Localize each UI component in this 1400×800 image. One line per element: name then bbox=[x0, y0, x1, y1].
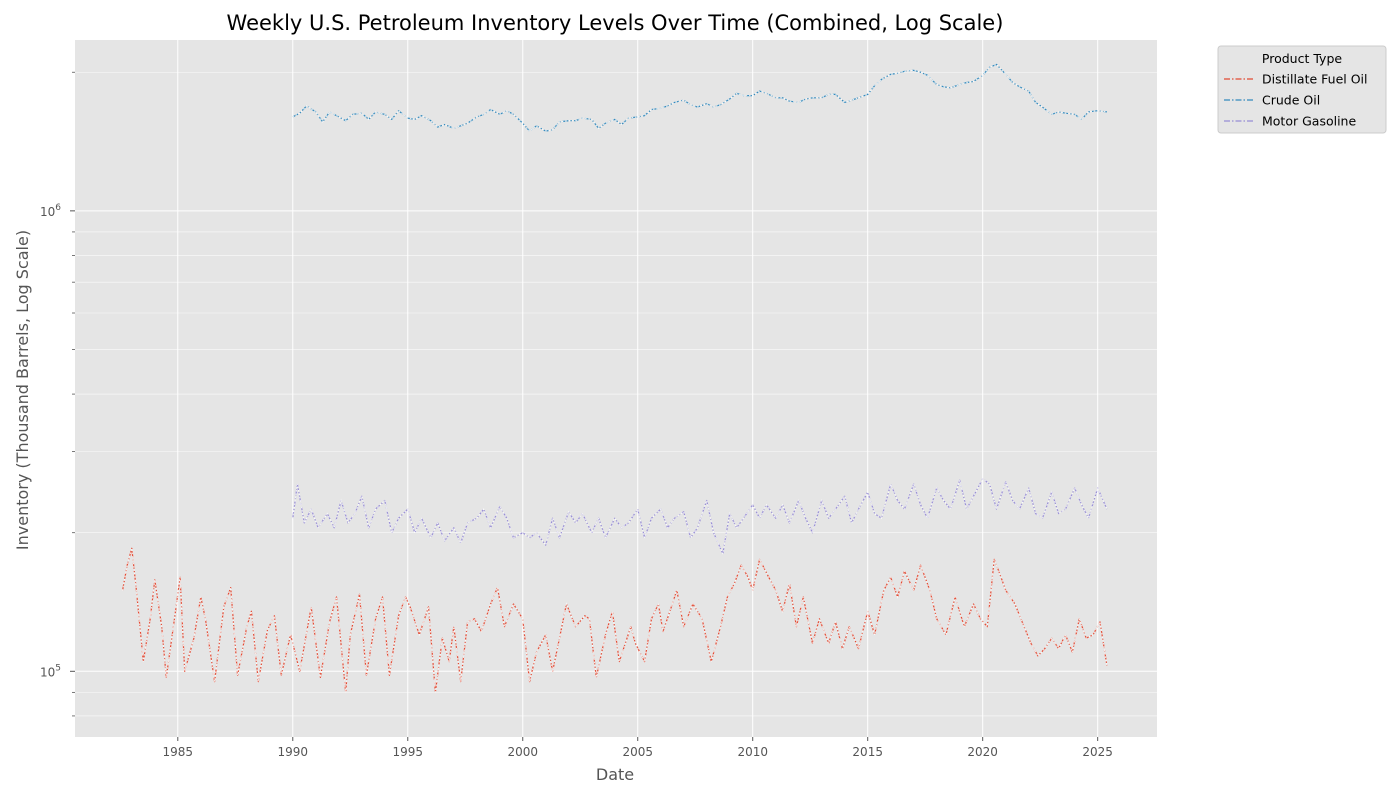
x-tick-label: 1990 bbox=[278, 745, 309, 759]
x-tick-label: 2025 bbox=[1082, 745, 1113, 759]
x-tick-label: 2020 bbox=[967, 745, 998, 759]
legend-title: Product Type bbox=[1262, 51, 1342, 66]
x-tick-label: 2010 bbox=[737, 745, 768, 759]
y-tick-label: 106 bbox=[40, 203, 61, 219]
series-markers-motor-gasoline bbox=[292, 477, 1108, 556]
series-markers-crude-oil bbox=[292, 63, 1108, 132]
grid-lines bbox=[75, 40, 1157, 737]
chart-title: Weekly U.S. Petroleum Inventory Levels O… bbox=[227, 11, 1004, 35]
plot-area bbox=[75, 40, 1157, 737]
y-tick-label: 105 bbox=[40, 663, 61, 679]
series-lines bbox=[122, 63, 1108, 694]
legend-entry-label: Motor Gasoline bbox=[1262, 114, 1356, 129]
legend: Product Type Distillate Fuel Oil Crude Oi… bbox=[1217, 45, 1387, 134]
legend-entry-label: Distillate Fuel Oil bbox=[1262, 72, 1368, 87]
x-tick-label: 2015 bbox=[852, 745, 883, 759]
y-axis-label: Inventory (Thousand Barrels, Log Scale) bbox=[13, 230, 32, 550]
x-tick-label: 2000 bbox=[507, 745, 538, 759]
x-axis-label: Date bbox=[596, 765, 634, 784]
x-tick-label: 2005 bbox=[622, 745, 653, 759]
series-markers-distillate-fuel-oil bbox=[122, 548, 1108, 693]
x-axis-ticks: 1985 1990 1995 2000 2005 2010 2015 2020 2025 bbox=[163, 737, 1113, 759]
legend-entries: Distillate Fuel Oil Crude Oil Motor Gasoli… bbox=[1224, 72, 1368, 129]
x-tick-label: 1985 bbox=[163, 745, 194, 759]
y-axis-ticks: 105 106 bbox=[40, 71, 75, 717]
legend-entry-label: Crude Oil bbox=[1262, 93, 1320, 108]
x-tick-label: 1995 bbox=[392, 745, 423, 759]
legend-box bbox=[1217, 45, 1387, 134]
